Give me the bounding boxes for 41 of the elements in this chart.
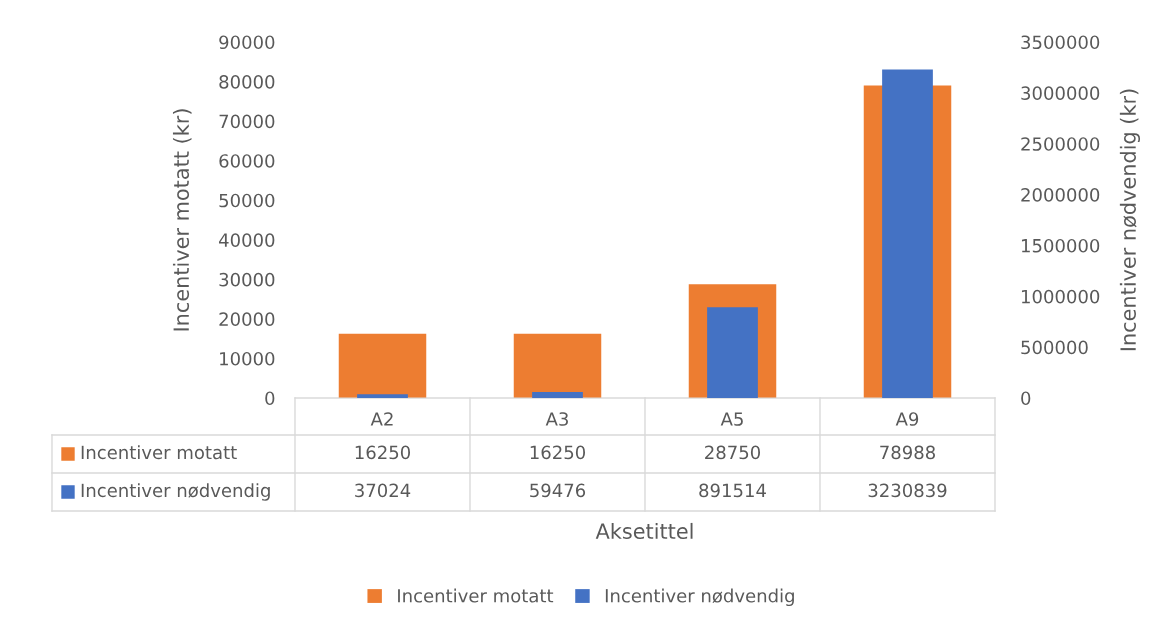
x-tick-label: A5 — [720, 412, 743, 426]
y2-tick-label: 500000 — [1021, 340, 1088, 355]
legend-label: Incentiver motatt — [81, 445, 237, 460]
x-tick-label: A3 — [545, 412, 568, 426]
data-label: 891514 — [699, 483, 766, 498]
y-tick-label: 30000 — [219, 272, 275, 287]
bar — [357, 394, 408, 398]
y2-tick-label: 3000000 — [1021, 86, 1100, 100]
y-tick-label: 40000 — [219, 233, 275, 247]
x-tick-label: A9 — [895, 412, 919, 426]
bar — [513, 333, 602, 398]
data-label: 3230839 — [868, 483, 947, 498]
x-axis-title: Aksetittel — [595, 522, 693, 540]
y2-tick-label: 3500000 — [1021, 35, 1100, 50]
y-axis-title: Incentiver motatt (kr) — [172, 109, 192, 331]
y-tick-label: 60000 — [219, 154, 275, 168]
y-tick-label: 80000 — [219, 75, 275, 89]
y2-axis-title: Incentiver nødvendig (kr) — [1119, 89, 1141, 351]
data-label: 16250 — [530, 445, 586, 460]
y-tick-label: 90000 — [219, 35, 275, 50]
y-tick-label: 10000 — [220, 351, 275, 366]
y-tick-label: 70000 — [219, 114, 275, 129]
data-label: 78988 — [880, 445, 935, 460]
y2-tick-label: 0 — [1021, 391, 1031, 406]
x-tick-label: A2 — [370, 412, 393, 426]
bar — [532, 391, 583, 398]
y-tick-label: 20000 — [219, 312, 275, 327]
legend-label: Incentiver nødvendig — [81, 483, 270, 501]
y2-tick-label: 1000000 — [1021, 289, 1100, 304]
bar — [338, 333, 427, 398]
data-label: 16250 — [355, 445, 411, 460]
text: Incentiver motatt — [398, 588, 554, 603]
data-label: 28750 — [705, 445, 761, 460]
y2-tick-label: 1500000 — [1021, 238, 1100, 253]
data-label: 37024 — [355, 483, 411, 498]
y2-tick-label: 2000000 — [1021, 188, 1100, 202]
text: Incentiver nødvendig — [605, 588, 794, 607]
data-label: 59476 — [530, 483, 586, 498]
y-tick-label: 0 — [265, 391, 275, 406]
y-tick-label: 50000 — [219, 193, 275, 208]
y2-tick-label: 2500000 — [1021, 137, 1100, 151]
